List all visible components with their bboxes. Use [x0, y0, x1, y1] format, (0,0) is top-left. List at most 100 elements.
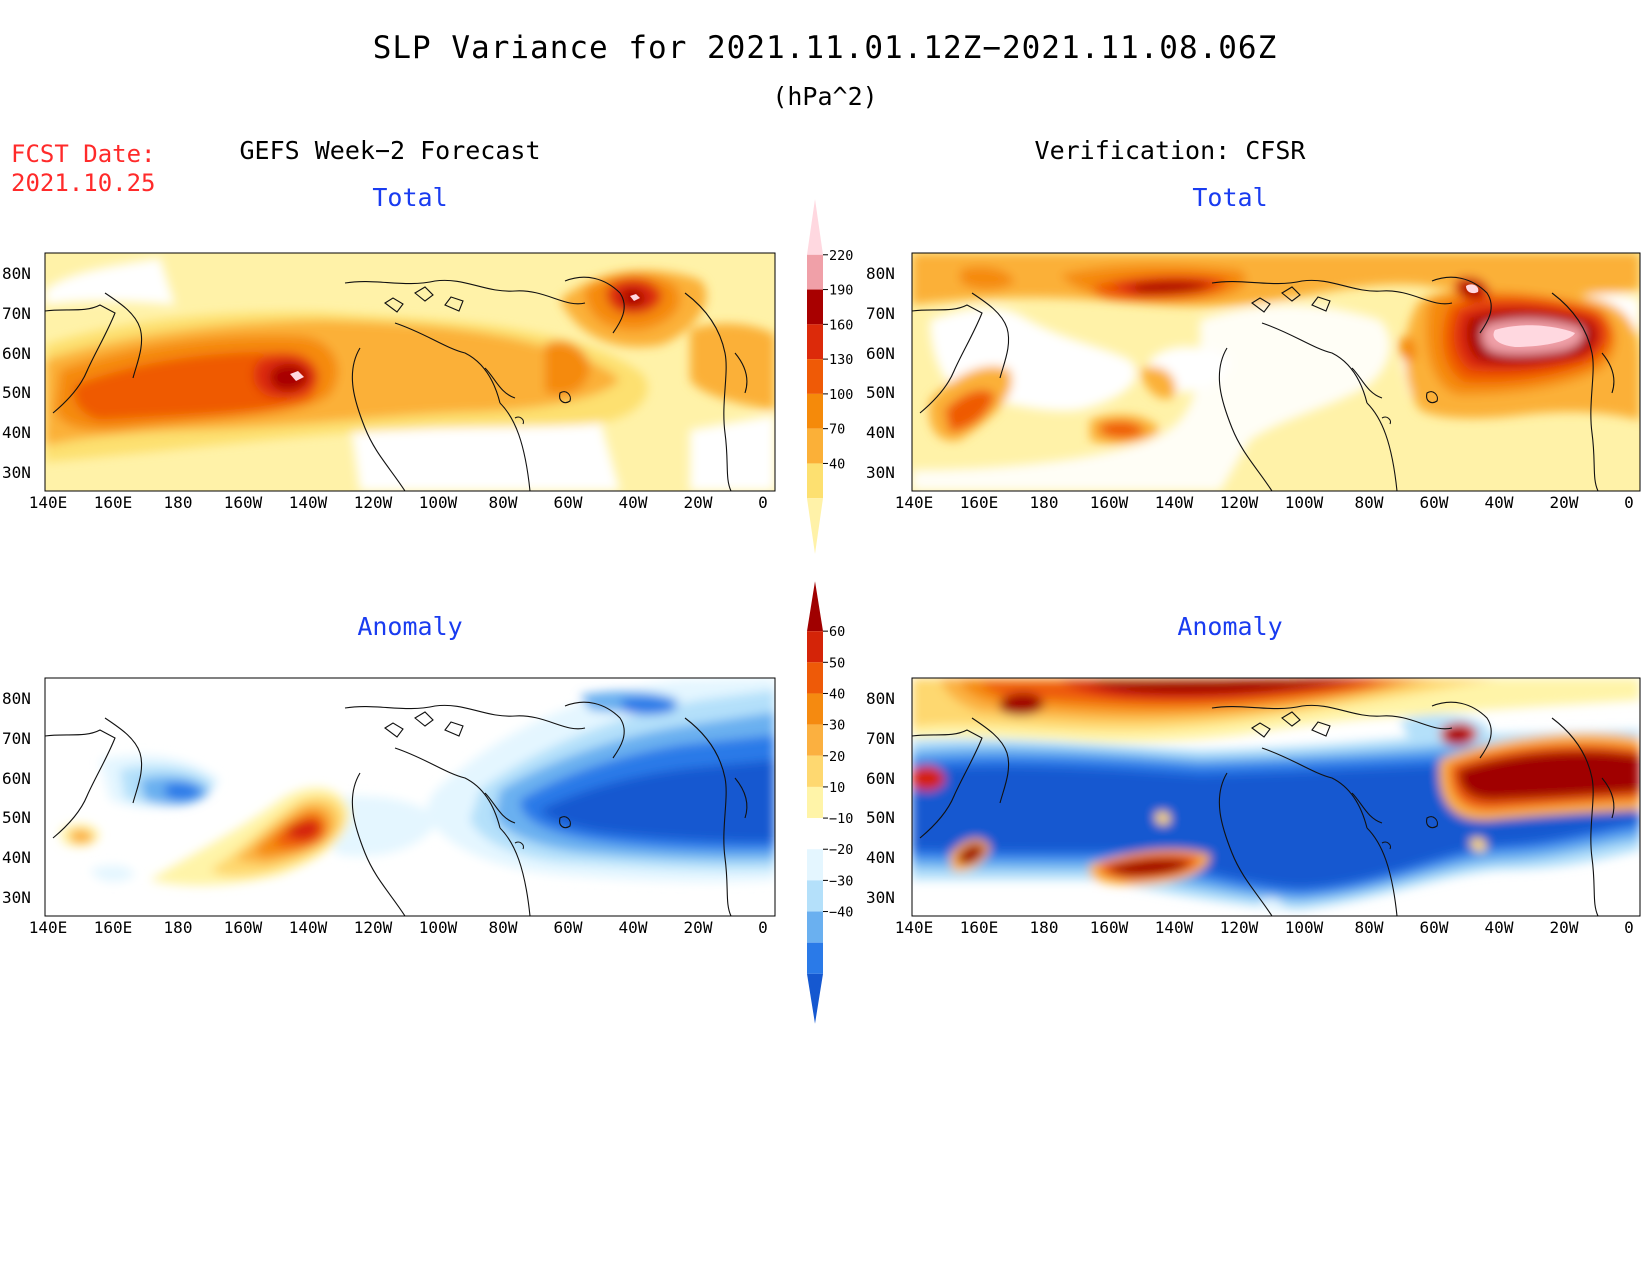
lon-tick: 180: [1030, 918, 1059, 937]
lon-tick: 80W: [1355, 918, 1384, 937]
lat-tick: 50N: [866, 383, 895, 402]
lon-tick: 40W: [1485, 918, 1514, 937]
colorbar-anomaly: 60 50 40 30 20 10 −10 −20 −30 −40: [807, 581, 853, 1024]
lat-tick: 40N: [866, 848, 895, 867]
map-panel-verification-anomaly: [911, 677, 1641, 917]
lat-tick: 70N: [866, 304, 895, 323]
lon-tick: 60W: [1420, 918, 1449, 937]
lon-ticks-top-right: 140E 160E 180 160W 140W 120W 100W 80W 60W 40W 20W 0: [895, 493, 1634, 512]
fcst-date: FCST Date: 2021.10.25: [11, 140, 156, 198]
lat-tick: 30N: [866, 463, 895, 482]
lon-tick: 40W: [1485, 493, 1514, 512]
colorbar-swatch: [807, 755, 823, 787]
lon-tick: 60W: [554, 918, 583, 937]
lat-tick: 30N: [2, 888, 31, 907]
lat-tick: 80N: [2, 689, 31, 708]
lon-tick: 160W: [1090, 918, 1129, 937]
lat-tick: 40N: [2, 848, 31, 867]
lon-tick: 140E: [29, 918, 68, 937]
map-panel-forecast-total: [44, 252, 776, 492]
colorbar-label: −30: [829, 873, 853, 889]
colorbar-label: 190: [829, 283, 853, 299]
lon-tick: 100W: [1285, 918, 1324, 937]
colorbar-label: 30: [829, 718, 845, 734]
lon-tick: 140E: [29, 493, 68, 512]
panel-label-total-verification: Total: [1192, 183, 1268, 212]
lat-tick: 70N: [2, 304, 31, 323]
lat-tick: 60N: [866, 344, 895, 363]
colorbar-label: 70: [829, 422, 845, 438]
panel-label-anomaly-forecast: Anomaly: [357, 612, 463, 641]
colorbar-swatch: [807, 880, 823, 912]
left-column-title: GEFS Week−2 Forecast: [239, 136, 541, 165]
page-title: SLP Variance for 2021.11.01.12Z−2021.11.…: [372, 30, 1278, 66]
lon-tick: 140W: [1155, 493, 1194, 512]
lat-tick: 60N: [2, 344, 31, 363]
colorbar-swatch: [807, 631, 823, 663]
lon-tick: 80W: [1355, 493, 1384, 512]
colorbar-swatch: [807, 973, 823, 1024]
colorbar-label: 60: [829, 624, 845, 640]
colorbar-label: −10: [829, 811, 853, 827]
colorbar-swatch: [807, 942, 823, 974]
lon-tick: 160E: [960, 918, 999, 937]
lon-tick: 180: [1030, 493, 1059, 512]
fcst-date-value: 2021.10.25: [11, 169, 156, 197]
lon-tick: 80W: [489, 493, 518, 512]
lat-tick: 60N: [2, 769, 31, 788]
colorbar-label: 40: [829, 456, 845, 472]
lon-tick: 0: [1624, 918, 1634, 937]
units-label: (hPa^2): [772, 82, 878, 111]
lon-tick: 160E: [94, 918, 133, 937]
lon-tick: 160W: [1090, 493, 1129, 512]
panel-label-total-forecast: Total: [372, 183, 448, 212]
lon-tick: 160W: [224, 918, 263, 937]
lat-ticks-bottom-right: 80N 70N 60N 50N 40N 30N: [866, 689, 895, 907]
lon-tick: 140W: [289, 918, 328, 937]
lon-tick: 160W: [224, 493, 263, 512]
lat-tick: 80N: [866, 689, 895, 708]
lat-tick: 50N: [866, 808, 895, 827]
map-panel-forecast-anomaly: [44, 677, 776, 917]
colorbar-label: 160: [829, 317, 853, 333]
lon-tick: 20W: [1550, 918, 1579, 937]
colorbar-label: 100: [829, 387, 853, 403]
lon-tick: 0: [758, 918, 768, 937]
colorbar-swatch: [807, 463, 823, 499]
lon-tick: 100W: [419, 493, 458, 512]
lat-tick: 80N: [2, 264, 31, 283]
colorbar-swatch: [807, 724, 823, 756]
lon-tick: 120W: [1220, 493, 1259, 512]
colorbar-label: −40: [829, 905, 853, 921]
colorbar-label: 50: [829, 655, 845, 671]
lat-tick: 60N: [866, 769, 895, 788]
lon-tick: 20W: [684, 918, 713, 937]
colorbar-swatch: [807, 911, 823, 943]
colorbar-label: 220: [829, 248, 853, 264]
lon-tick: 140E: [895, 918, 934, 937]
fcst-date-label: FCST Date:: [11, 140, 156, 168]
colorbar-swatch: [807, 498, 823, 554]
lon-tick: 180: [164, 493, 193, 512]
lon-tick: 20W: [1550, 493, 1579, 512]
colorbar-label: 20: [829, 749, 845, 765]
lon-tick: 140E: [895, 493, 934, 512]
colorbar-swatch: [807, 693, 823, 725]
lat-tick: 50N: [2, 383, 31, 402]
map-panel-verification-total: [911, 252, 1641, 492]
colorbar-label: −20: [829, 842, 853, 858]
colorbar-swatch: [807, 428, 823, 464]
lon-tick: 40W: [619, 918, 648, 937]
lon-tick: 120W: [1220, 918, 1259, 937]
lat-ticks-top-left: 80N 70N 60N 50N 40N 30N: [2, 264, 31, 482]
colorbar-swatch: [807, 324, 823, 360]
lon-tick: 140W: [1155, 918, 1194, 937]
lon-tick: 160E: [960, 493, 999, 512]
lon-tick: 160E: [94, 493, 133, 512]
colorbar-swatch: [807, 662, 823, 694]
colorbar-label: 40: [829, 686, 845, 702]
lon-tick: 0: [1624, 493, 1634, 512]
lat-tick: 40N: [866, 423, 895, 442]
colorbar-total: 220 190 160 130 100 70 40: [807, 199, 853, 554]
